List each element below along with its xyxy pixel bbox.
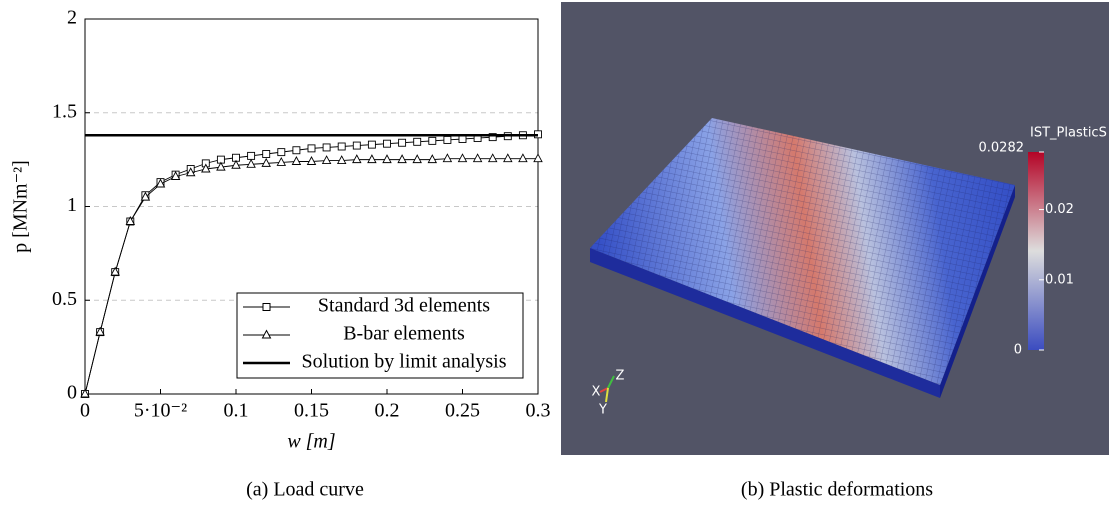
- marker: [338, 156, 346, 164]
- marker: [474, 154, 482, 162]
- y-tick-label: 2: [67, 7, 77, 29]
- caption: (b) Plastic deformations: [741, 479, 933, 501]
- marker: [308, 145, 315, 152]
- marker: [413, 155, 421, 163]
- legend-label: B-bar elements: [343, 323, 465, 345]
- marker: [263, 151, 270, 158]
- marker: [428, 155, 436, 163]
- marker: [248, 152, 255, 159]
- marker: [278, 149, 285, 156]
- axis-triad-label: X: [592, 385, 601, 400]
- marker: [292, 157, 300, 165]
- marker: [277, 158, 285, 166]
- legend-label: Solution by limit analysis: [301, 351, 506, 373]
- marker: [459, 154, 467, 162]
- marker: [383, 155, 391, 163]
- legend-marker: [263, 304, 270, 311]
- x-tick-label: 0.15: [294, 400, 329, 422]
- caption: (a) Load curve: [246, 479, 364, 501]
- x-tick-label: 0: [80, 400, 90, 422]
- marker: [232, 161, 240, 169]
- marker: [323, 156, 331, 164]
- marker: [353, 142, 360, 149]
- marker: [247, 160, 255, 168]
- colorbar-label: 0.01: [1045, 272, 1074, 287]
- marker: [398, 155, 406, 163]
- x-tick-label: 5·10⁻²: [134, 400, 187, 422]
- x-tick-label: 0.3: [526, 400, 551, 422]
- figure: 0 0.5 1 1.5 2 0 5·10⁻² 0.1 0.15 0.2 0.25 0.3 w [m] p …: [0, 0, 1109, 515]
- marker: [443, 154, 451, 162]
- marker: [429, 137, 436, 144]
- marker: [323, 144, 330, 151]
- x-tick-label: 0.25: [445, 400, 480, 422]
- marker: [338, 143, 345, 150]
- marker: [399, 139, 406, 146]
- axis-triad-label: Y: [598, 403, 607, 418]
- x-tick-label: 0.2: [375, 400, 400, 422]
- marker: [262, 159, 270, 167]
- x-axis-label: w [m]: [287, 431, 335, 453]
- marker: [534, 154, 542, 162]
- legend-label: Standard 3d elements: [318, 295, 490, 317]
- colorbar-label: 0.02: [1045, 202, 1074, 217]
- y-tick-label: 1.5: [52, 100, 77, 122]
- marker: [444, 136, 451, 143]
- marker: [504, 154, 512, 162]
- marker: [368, 155, 376, 163]
- marker: [293, 147, 300, 154]
- y-tick-label: 0.5: [52, 288, 77, 310]
- marker: [384, 140, 391, 147]
- marker: [308, 157, 316, 165]
- y-tick-label: 0: [67, 382, 77, 404]
- colorbar-label: 0.0282: [979, 141, 1025, 156]
- colorbar: [1028, 152, 1044, 350]
- marker: [353, 155, 361, 163]
- y-axis-label: p [MNm⁻²]: [10, 160, 32, 253]
- colorbar-label: 0: [1014, 343, 1022, 358]
- x-tick-label: 0.1: [224, 400, 249, 422]
- y-tick-label: 1: [67, 194, 77, 216]
- marker: [519, 154, 527, 162]
- colorbar-title: IST_PlasticS: [1030, 126, 1107, 141]
- marker: [489, 154, 497, 162]
- marker: [368, 141, 375, 148]
- axis-triad-label: Z: [616, 369, 625, 384]
- marker: [414, 138, 421, 145]
